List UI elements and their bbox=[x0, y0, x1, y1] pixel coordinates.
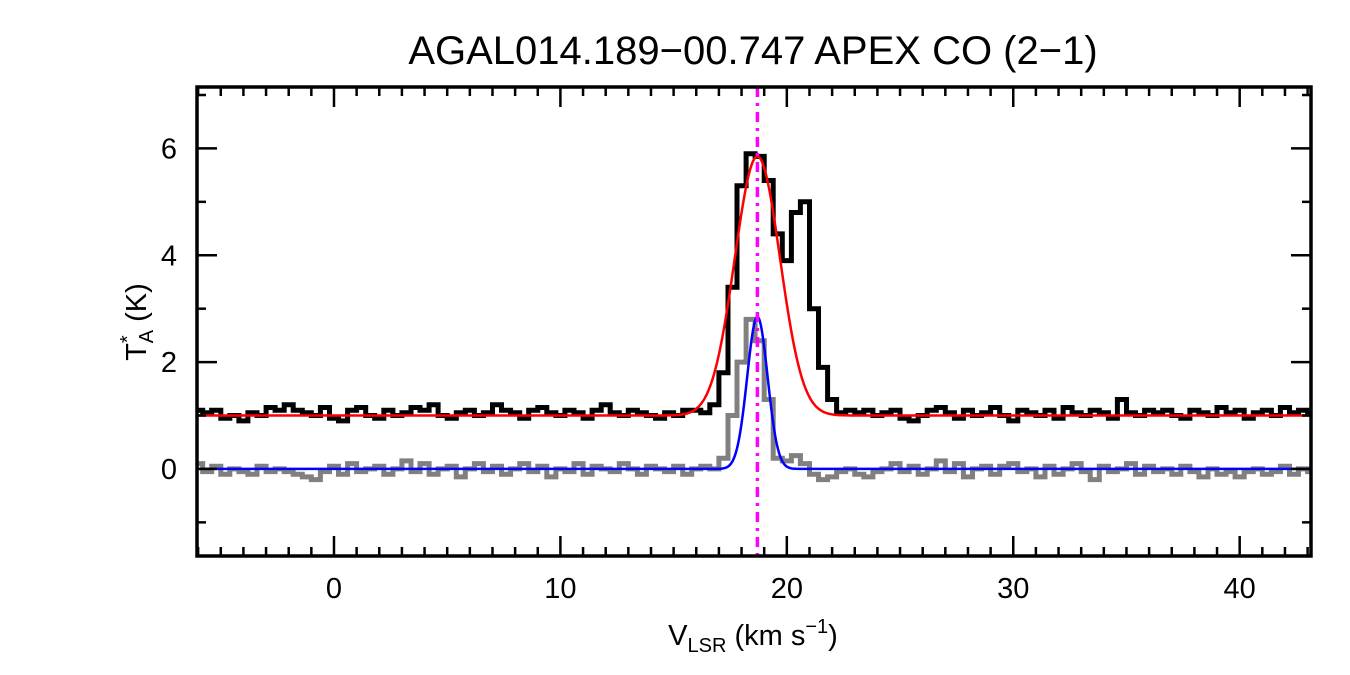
chart-title: AGAL014.189−00.747 APEX CO (2−1) bbox=[408, 29, 1097, 73]
dense-gas-gaussian-fit-curve bbox=[197, 315, 1311, 471]
y-tick-label: 0 bbox=[161, 454, 177, 486]
plot-area: 0 10 20 30 40 0 2 4 6 bbox=[161, 85, 1313, 605]
x-tick-label: 40 bbox=[1224, 573, 1256, 605]
x-tick-label: 0 bbox=[326, 573, 342, 605]
co-gaussian-fit-curve bbox=[197, 155, 1311, 417]
y-tick-label: 6 bbox=[161, 133, 177, 165]
x-tick-label: 30 bbox=[997, 573, 1029, 605]
plot-frame bbox=[195, 85, 1313, 558]
co-spectrum-line bbox=[197, 151, 1311, 424]
x-tick-label: 10 bbox=[544, 573, 576, 605]
y-tick-label: 4 bbox=[161, 240, 177, 272]
dense-gas-spectrum-line bbox=[197, 316, 1311, 483]
x-axis-label: VLSR (km s−1) bbox=[668, 616, 838, 657]
y-tick-label: 2 bbox=[161, 347, 177, 379]
y-axis-label: T*A (K) bbox=[117, 283, 158, 361]
x-tick-label: 20 bbox=[771, 573, 803, 605]
